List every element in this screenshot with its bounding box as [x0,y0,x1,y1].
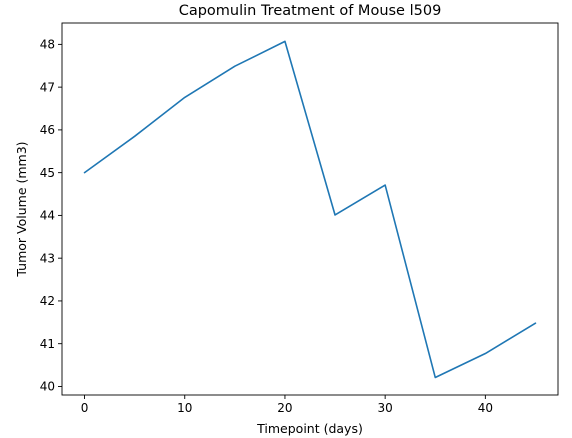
x-tick-label: 20 [277,401,292,415]
x-axis-label: Timepoint (days) [256,421,363,436]
x-axis-ticks: 0 10 20 30 40 [81,395,493,415]
x-tick-label: 30 [378,401,393,415]
y-tick-label: 46 [40,123,55,137]
y-tick-label: 47 [40,80,55,94]
y-tick-label: 48 [40,38,55,52]
y-tick-label: 43 [40,251,55,265]
series-line-0 [83,40,537,379]
y-tick-label: 40 [40,380,55,394]
plot-area: 40 41 42 43 44 45 46 47 48 0 10 20 30 40 [40,22,559,415]
y-axis-ticks: 40 41 42 43 44 45 46 47 48 [40,38,62,394]
plot-frame [61,22,559,396]
y-tick-label: 41 [40,337,55,351]
y-axis-label: Tumor Volume (mm3) [14,141,29,277]
series-layer [83,40,537,379]
chart-title: Capomulin Treatment of Mouse l509 [179,3,442,19]
x-tick-label: 10 [177,401,192,415]
y-tick-label: 44 [40,209,55,223]
x-tick-label: 0 [81,401,89,415]
x-tick-label: 40 [478,401,493,415]
y-tick-label: 42 [40,294,55,308]
y-tick-label: 45 [40,166,55,180]
